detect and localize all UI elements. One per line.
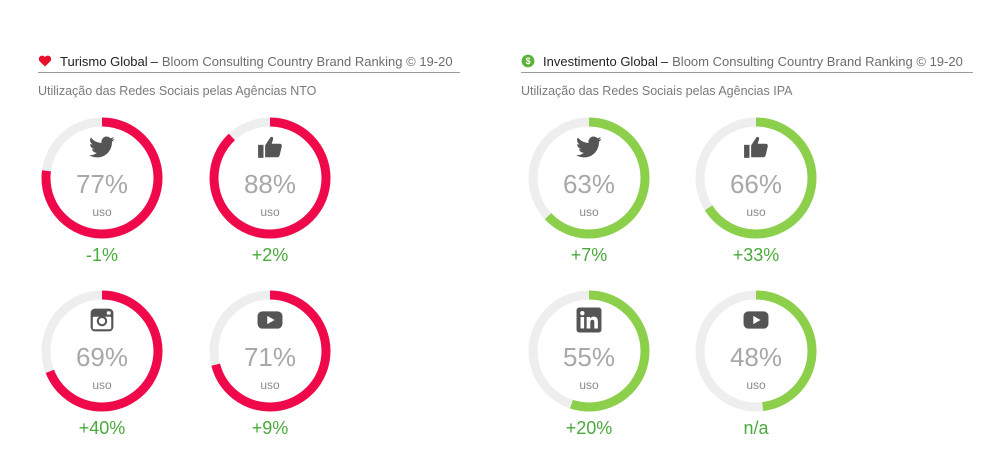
panel-subtitle: Bloom Consulting Country Brand Ranking ©… (672, 53, 963, 69)
change-value: +2% (251, 245, 289, 265)
usage-percent: 48% (729, 342, 783, 372)
donut-arc (209, 290, 331, 412)
twitter-icon (89, 134, 115, 160)
donut-ring: 55% uso (527, 289, 651, 413)
usage-percent: 71% (243, 342, 297, 372)
title-separator: – (660, 53, 669, 69)
youtube-icon (743, 307, 769, 333)
usage-label: uso (579, 205, 599, 219)
change-value: +33% (732, 245, 780, 265)
donut-ring: 66% uso (694, 116, 818, 240)
usage-percent: 88% (243, 169, 297, 199)
change-value: +20% (565, 418, 613, 438)
usage-percent: 69% (75, 342, 129, 372)
usage-label: uso (260, 205, 280, 219)
donut-arc (695, 290, 817, 412)
usage-label: uso (579, 378, 599, 392)
usage-label: uso (260, 378, 280, 392)
title-separator: – (150, 53, 158, 69)
change-value: +7% (570, 245, 608, 265)
gauge-linkedin: 55% uso +20% (527, 289, 651, 439)
panel-title: Investimento Global (543, 53, 658, 69)
gauge-thumbs-up: 88% uso +2% (208, 116, 332, 266)
panel-caption: Utilização das Redes Sociais pelas Agênc… (38, 84, 317, 98)
donut-ring: 88% uso (208, 116, 332, 240)
change-value: +9% (251, 418, 289, 438)
usage-label: uso (92, 205, 112, 219)
donut-ring: 63% uso (527, 116, 651, 240)
donut-arc (528, 117, 650, 239)
linkedin-icon (576, 307, 602, 333)
panel-caption: Utilização das Redes Sociais pelas Agênc… (521, 84, 793, 98)
donut-ring: 48% uso (694, 289, 818, 413)
change-value: -1% (85, 245, 118, 265)
donut-ring: 69% uso (40, 289, 164, 413)
usage-percent: 77% (75, 169, 129, 199)
change-value: +40% (78, 418, 126, 438)
heart-icon (38, 54, 52, 68)
gauge-youtube: 71% uso +9% (208, 289, 332, 439)
donut-ring: 77% uso (40, 116, 164, 240)
twitter-icon (576, 134, 602, 160)
tourism-panel: Turismo Global – Bloom Consulting Countr… (38, 50, 460, 98)
change-value: n/a (743, 418, 769, 438)
usage-percent: 66% (729, 169, 783, 199)
tourism-panel-header: Turismo Global – Bloom Consulting Countr… (38, 50, 460, 73)
usage-label: uso (746, 378, 766, 392)
investment-panel: $ Investimento Global – Bloom Consulting… (521, 50, 973, 98)
donut-arc (41, 290, 163, 412)
thumbs-up-icon (743, 134, 769, 160)
panel-subtitle: Bloom Consulting Country Brand Ranking ©… (161, 53, 453, 69)
svg-text:$: $ (526, 56, 531, 66)
donut-arc (41, 117, 163, 239)
donut-ring: 71% uso (208, 289, 332, 413)
usage-percent: 63% (562, 169, 616, 199)
thumbs-up-icon (257, 134, 283, 160)
gauge-instagram: 69% uso +40% (40, 289, 164, 439)
usage-percent: 55% (562, 342, 616, 372)
donut-arc (528, 290, 650, 412)
donut-arc (209, 117, 331, 239)
usage-label: uso (92, 378, 112, 392)
instagram-icon (89, 307, 115, 333)
panel-title: Turismo Global (60, 53, 148, 69)
gauge-twitter: 63% uso +7% (527, 116, 651, 266)
usage-label: uso (746, 205, 766, 219)
gauge-thumbs-up: 66% uso +33% (694, 116, 818, 266)
youtube-icon (257, 307, 283, 333)
gauge-youtube: 48% uso n/a (694, 289, 818, 439)
investment-panel-header: $ Investimento Global – Bloom Consulting… (521, 50, 973, 73)
dollar-coin-icon: $ (521, 54, 535, 68)
gauge-twitter: 77% uso -1% (40, 116, 164, 266)
donut-arc (695, 117, 817, 239)
